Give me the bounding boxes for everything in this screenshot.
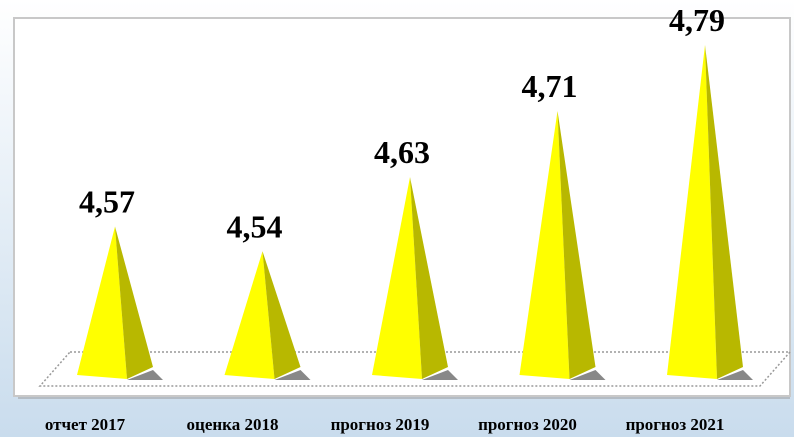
value-label: 4,57	[79, 184, 135, 220]
value-label: 4,71	[522, 68, 578, 104]
x-tick-label: оценка 2018	[187, 415, 279, 434]
pyramid-front	[77, 226, 127, 379]
pyramid-side	[410, 177, 448, 379]
pyramid	[667, 45, 753, 380]
x-tick-label: прогноз 2021	[626, 415, 725, 434]
x-tick-label: прогноз 2019	[331, 415, 430, 434]
pyramid-front	[224, 251, 275, 379]
pyramid	[519, 111, 606, 380]
value-label: 4,79	[669, 2, 725, 38]
pyramid-front	[372, 177, 422, 379]
pyramid-side	[557, 111, 596, 379]
x-tick-label: прогноз 2020	[478, 415, 577, 434]
pyramid-side	[115, 226, 153, 379]
pyramid-shadow	[569, 370, 606, 380]
pyramid	[372, 177, 458, 380]
pyramid-shadow	[422, 370, 458, 380]
value-label: 4,63	[374, 134, 430, 170]
pyramid-front	[519, 111, 570, 379]
value-label: 4,54	[227, 208, 283, 244]
pyramid	[77, 226, 163, 380]
pyramid-side	[705, 45, 743, 379]
x-tick-label: отчет 2017	[45, 415, 126, 434]
pyramid-side	[262, 251, 301, 379]
pyramid-shadow	[127, 370, 163, 380]
pyramid-front	[667, 45, 717, 379]
pyramid-shadow	[274, 370, 311, 380]
pyramid	[224, 251, 311, 380]
pyramid-shadow	[717, 370, 753, 380]
